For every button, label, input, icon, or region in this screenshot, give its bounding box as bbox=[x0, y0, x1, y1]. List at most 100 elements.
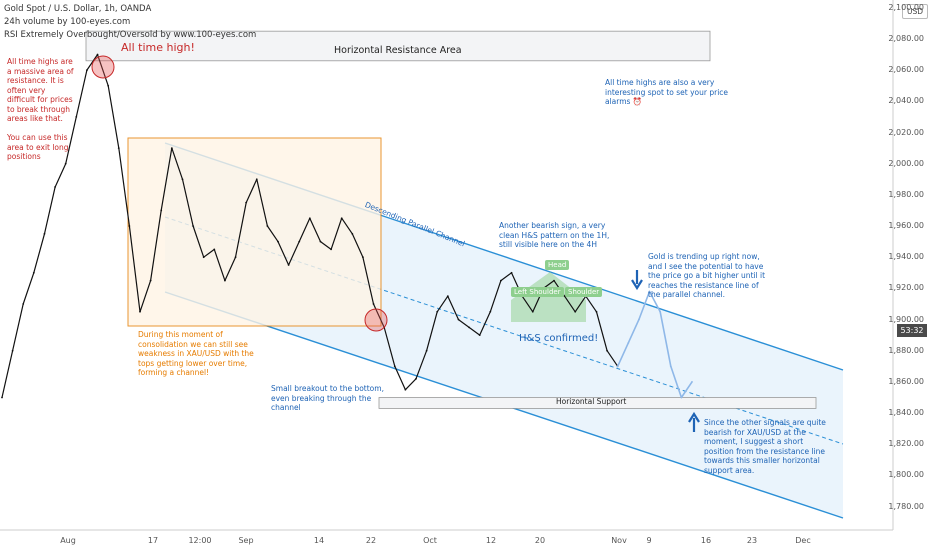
price-point bbox=[160, 209, 163, 212]
price-point bbox=[107, 84, 110, 87]
price-point bbox=[436, 310, 439, 313]
price-point bbox=[319, 240, 322, 243]
hs-note: Another bearish sign, a very clean H&S p… bbox=[499, 221, 610, 249]
price-point bbox=[22, 303, 25, 305]
x-tick-label: 22 bbox=[365, 536, 377, 545]
price-point bbox=[96, 53, 99, 56]
x-tick-label: 16 bbox=[700, 536, 712, 545]
price-point bbox=[595, 310, 598, 313]
y-tick-label: 1,840.00 bbox=[888, 408, 924, 418]
left-shoulder-label: Left Shoulder bbox=[511, 287, 564, 297]
right-shoulder-label: Shoulder bbox=[565, 287, 603, 297]
consolidation-note: During this moment of consolidation we c… bbox=[138, 330, 254, 377]
price-point bbox=[86, 69, 88, 72]
projection-point bbox=[627, 342, 630, 344]
price-series bbox=[1, 53, 693, 399]
projection-point bbox=[669, 365, 672, 368]
x-tick-label: Aug bbox=[60, 536, 76, 545]
arrow-up-icon bbox=[688, 411, 700, 432]
current-price-tag: 53:32 bbox=[897, 324, 927, 337]
projection-point bbox=[680, 396, 683, 399]
x-tick-label: 14 bbox=[313, 536, 325, 545]
price-point bbox=[457, 318, 460, 321]
hs-confirmed-label: H&S confirmed! bbox=[519, 333, 599, 344]
price-point bbox=[393, 365, 396, 368]
y-tick-label: 1,920.00 bbox=[888, 283, 924, 293]
price-point bbox=[446, 295, 449, 298]
price-point bbox=[202, 256, 205, 259]
price-point bbox=[75, 116, 78, 118]
price-point bbox=[500, 279, 502, 282]
y-tick-label: 2,000.00 bbox=[888, 158, 924, 168]
x-tick-label: Dec bbox=[795, 536, 811, 545]
projection-point bbox=[691, 381, 693, 383]
support-zone bbox=[378, 397, 817, 409]
resistance-zone bbox=[85, 30, 711, 62]
price-point bbox=[531, 310, 534, 313]
x-tick-label: 20 bbox=[534, 536, 546, 545]
y-tick-label: 1,880.00 bbox=[888, 345, 924, 355]
price-point bbox=[308, 217, 311, 220]
price-point bbox=[468, 326, 470, 329]
y-tick-label: 1,940.00 bbox=[888, 252, 924, 262]
breakdown-circle bbox=[364, 308, 388, 332]
y-tick-label: 2,040.00 bbox=[888, 96, 924, 106]
x-tick-label: 12:00 bbox=[188, 536, 212, 545]
projection-line bbox=[616, 290, 693, 399]
price-point bbox=[128, 225, 131, 227]
price-point bbox=[266, 225, 269, 227]
x-tick-label: 12 bbox=[485, 536, 497, 545]
projection-point bbox=[638, 318, 640, 321]
price-point bbox=[234, 256, 237, 259]
all-time-high-label: All time high! bbox=[121, 41, 195, 54]
price-point bbox=[277, 240, 279, 243]
y-tick-label: 1,820.00 bbox=[888, 439, 924, 449]
price-point bbox=[489, 310, 492, 313]
price-point bbox=[340, 217, 343, 220]
price-point bbox=[1, 396, 3, 399]
head-label: Head bbox=[545, 260, 570, 270]
y-tick-label: 2,100.00 bbox=[888, 2, 924, 12]
currency-badge[interactable]: USD bbox=[902, 4, 928, 19]
price-point bbox=[11, 349, 14, 352]
ath-note: All time highs are a massive area of res… bbox=[7, 57, 74, 161]
price-point bbox=[553, 279, 555, 282]
price-point bbox=[362, 256, 364, 259]
price-point bbox=[351, 232, 354, 235]
price-point bbox=[510, 271, 513, 274]
price-point bbox=[64, 162, 67, 165]
price-point bbox=[54, 186, 56, 188]
volume-label: 24h volume by 100-eyes.com bbox=[4, 17, 131, 27]
price-point bbox=[425, 349, 428, 352]
price-point bbox=[287, 264, 290, 266]
price-point bbox=[224, 279, 226, 282]
projection-point bbox=[648, 290, 651, 293]
projection-point bbox=[616, 365, 619, 368]
price-point bbox=[213, 248, 216, 251]
price-point bbox=[192, 225, 194, 227]
price-point bbox=[255, 178, 258, 181]
price-point bbox=[330, 248, 332, 251]
y-tick-label: 2,020.00 bbox=[888, 127, 924, 137]
x-tick-label: 9 bbox=[646, 536, 652, 545]
projection-point bbox=[659, 310, 662, 313]
x-tick-label: 23 bbox=[746, 536, 758, 545]
resistance-area-label: Horizontal Resistance Area bbox=[334, 45, 462, 56]
y-tick-label: 1,960.00 bbox=[888, 221, 924, 231]
breakout-note: Small breakout to the bottom, even break… bbox=[271, 384, 384, 412]
y-tick-label: 1,900.00 bbox=[888, 314, 924, 324]
price-point bbox=[43, 232, 46, 235]
support-label: Horizontal Support bbox=[556, 397, 627, 406]
consolidation-box bbox=[127, 137, 382, 327]
x-tick-label: Oct bbox=[423, 536, 437, 545]
price-point bbox=[181, 178, 184, 181]
price-point bbox=[149, 279, 152, 282]
price-point bbox=[478, 334, 481, 337]
x-tick-label: 17 bbox=[147, 536, 159, 545]
price-point bbox=[415, 377, 417, 380]
price-point bbox=[245, 201, 248, 204]
y-tick-label: 1,800.00 bbox=[888, 470, 924, 480]
indicator-label: RSI Extremely Overbought/Oversold by www… bbox=[4, 30, 257, 40]
